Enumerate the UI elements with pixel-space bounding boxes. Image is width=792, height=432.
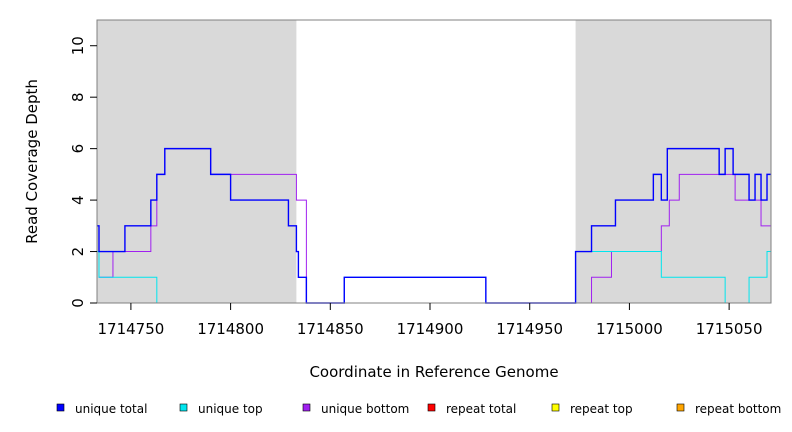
y-axis: 0 2 4 6 8 10 xyxy=(69,36,97,308)
shaded-region xyxy=(97,20,297,303)
x-tick-label: 1714850 xyxy=(297,320,364,338)
series-line-unique-total xyxy=(97,147,771,304)
y-axis-title: Read Coverage Depth xyxy=(23,79,41,244)
x-tick-label: 1714750 xyxy=(97,320,164,338)
x-tick-label: 1714800 xyxy=(197,320,264,338)
y-tick-label: 2 xyxy=(69,247,87,257)
x-tick-label: 1715000 xyxy=(596,320,663,338)
x-tick-label: 1714950 xyxy=(496,320,563,338)
y-tick-label: 0 xyxy=(69,298,87,308)
legend-swatch xyxy=(676,403,685,412)
legend-swatch xyxy=(302,403,311,412)
legend-label: repeat bottom xyxy=(695,402,781,416)
legend-label: repeat total xyxy=(446,402,516,416)
shaded-region xyxy=(575,20,771,303)
y-tick-label: 10 xyxy=(69,36,87,55)
y-tick-label: 4 xyxy=(69,195,87,205)
y-tick-label: 6 xyxy=(69,144,87,154)
legend-label: unique top xyxy=(198,402,263,416)
legend-swatch xyxy=(56,403,65,412)
legend-swatch xyxy=(179,403,188,412)
legend: unique total unique top unique bottom repea… xyxy=(56,402,781,416)
x-axis-title: Coordinate in Reference Genome xyxy=(309,363,558,381)
legend-label: unique total xyxy=(75,402,147,416)
x-tick-label: 1714900 xyxy=(397,320,464,338)
plot-border xyxy=(96,19,772,304)
legend-label: unique bottom xyxy=(321,402,409,416)
shaded-regions xyxy=(97,20,771,303)
x-tick-label: 1715050 xyxy=(696,320,763,338)
legend-swatch xyxy=(427,403,436,412)
x-axis: 1714750 1714800 1714850 1714900 1714950 17150… xyxy=(97,303,763,338)
legend-label: repeat top xyxy=(570,402,633,416)
y-tick-label: 8 xyxy=(69,92,87,102)
legend-swatch xyxy=(551,403,560,412)
